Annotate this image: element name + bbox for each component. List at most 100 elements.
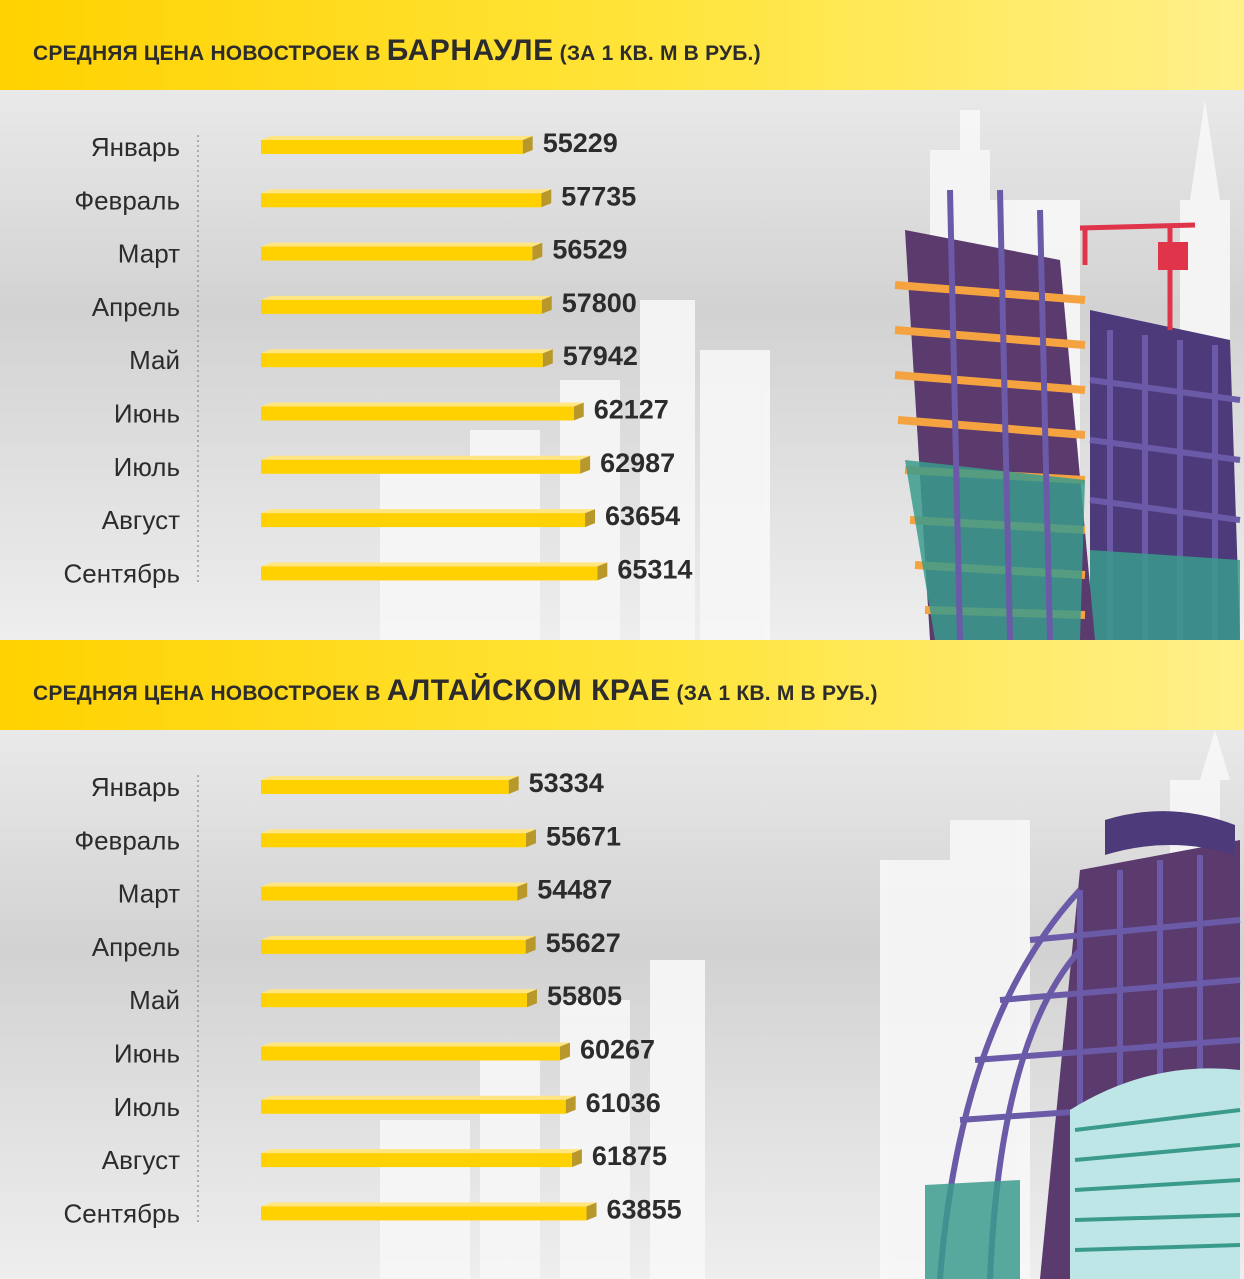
bar-top [261,455,591,460]
value-label: 56529 [552,235,627,265]
bar-top [261,776,519,780]
bar-side [541,295,552,314]
building-under-construction-illustration [925,811,1241,1279]
value-label: 62127 [594,395,669,425]
bar [261,1046,560,1061]
bar [261,993,527,1008]
bar-top [261,295,552,300]
bar-top [261,349,553,354]
chart-title-region: АЛТАЙСКОМ КРАЕ [386,674,671,707]
value-label: 54487 [537,875,612,905]
bar-side [571,1149,582,1168]
value-label: 55805 [547,981,622,1011]
bar [261,406,574,421]
bar-side [565,1095,576,1114]
bar-top [261,882,528,887]
chart-title: СРЕДНЯЯ ЦЕНА НОВОСТРОЕК В БАРНАУЛЕ (ЗА 1… [33,34,761,67]
value-label: 63654 [605,501,680,531]
category-label: Апрель [92,932,180,962]
category-label: Февраль [74,185,180,215]
category-label: Январь [91,132,180,162]
bar-side [517,882,528,901]
category-label: Май [129,985,180,1015]
bar-side [585,509,596,528]
bar [261,299,542,314]
chart-title-city: БАРНАУЛЕ [386,34,554,67]
bar-top [261,509,596,514]
bar-side [508,776,519,794]
bar-chart-svg: Январь 53334 Февраль 55671 Март 54487 Апрель 55… [64,768,682,1228]
chart-header: СРЕДНЯЯ ЦЕНА НОВОСТРОЕК В БАРНАУЛЕ (ЗА 1… [0,0,1244,90]
value-label: 57735 [561,181,636,211]
bar [261,833,526,848]
value-label: 61875 [592,1141,667,1171]
bar-chart-altai: Январь 53334 Февраль 55671 Март 54487 Апрель 55… [0,730,1244,1279]
chart-title: СРЕДНЯЯ ЦЕНА НОВОСТРОЕК В АЛТАЙСКОМ КРАЕ… [33,674,878,707]
bar-top [261,1095,576,1100]
bar-top [261,242,543,247]
bar [261,1206,587,1221]
value-label: 60267 [580,1035,655,1065]
bar-top [261,1202,597,1207]
category-label: Июнь [114,1039,180,1069]
category-label: Март [118,879,180,909]
bar-top [261,935,536,940]
value-label: 53334 [529,768,604,798]
category-label: Июнь [114,399,180,429]
category-label: Сентябрь [64,1198,180,1228]
bar [261,353,543,368]
bar-top [261,189,552,194]
chart-panel-altai: СРЕДНЯЯ ЦЕНА НОВОСТРОЕК В АЛТАЙСКОМ КРАЕ… [0,640,1244,1279]
bar [261,886,518,901]
bar [261,513,586,528]
bar-side [541,189,552,208]
bar-side [532,242,543,261]
value-label: 57942 [563,341,638,371]
bar-side [597,562,608,581]
category-label: Август [102,1145,180,1175]
category-label: Сентябрь [64,558,180,588]
value-label: 55671 [546,821,621,851]
bar [261,1099,566,1114]
bar-side [526,989,537,1008]
value-label: 61036 [586,1088,661,1118]
bar-side [542,349,553,368]
category-label: Март [118,239,180,269]
value-label: 55229 [543,128,618,158]
category-label: Июль [114,452,180,482]
bar-side [525,935,536,954]
bar [261,459,581,474]
category-label: Февраль [74,825,180,855]
value-label: 63855 [607,1194,682,1224]
value-label: 65314 [617,554,692,584]
bar-top [261,1149,582,1154]
category-label: Август [102,505,180,535]
bar-top [261,989,537,994]
bar-chart-svg: Январь 55229 Февраль 57735 Март 56529 Апрель 57… [64,128,693,588]
bar [261,140,523,154]
category-label: Май [129,345,180,375]
bar-side [586,1202,597,1221]
bar-top [261,136,533,140]
chart-panel-barnaul: СРЕДНЯЯ ЦЕНА НОВОСТРОЕК В БАРНАУЛЕ (ЗА 1… [0,0,1244,640]
bar-top [261,402,584,407]
value-label: 57800 [562,288,637,318]
bar-side [522,136,533,154]
bar [261,780,509,794]
bar [261,1153,572,1168]
bar-top [261,1042,570,1047]
bar-top [261,829,536,834]
bar-side [580,455,591,474]
bar-side [559,1042,570,1061]
bar-side [525,829,536,848]
bar-top [261,562,608,567]
bar-chart-barnaul: Январь 55229 Февраль 57735 Март 56529 Апрель 57… [0,90,1244,640]
building-under-construction-illustration [894,189,1241,640]
value-label: 55627 [546,928,621,958]
bar [261,566,598,581]
bar [261,939,526,954]
bar-side [573,402,584,421]
category-label: Январь [91,772,180,802]
category-label: Апрель [92,292,180,322]
chart-header: СРЕДНЯЯ ЦЕНА НОВОСТРОЕК В АЛТАЙСКОМ КРАЕ… [0,640,1244,730]
